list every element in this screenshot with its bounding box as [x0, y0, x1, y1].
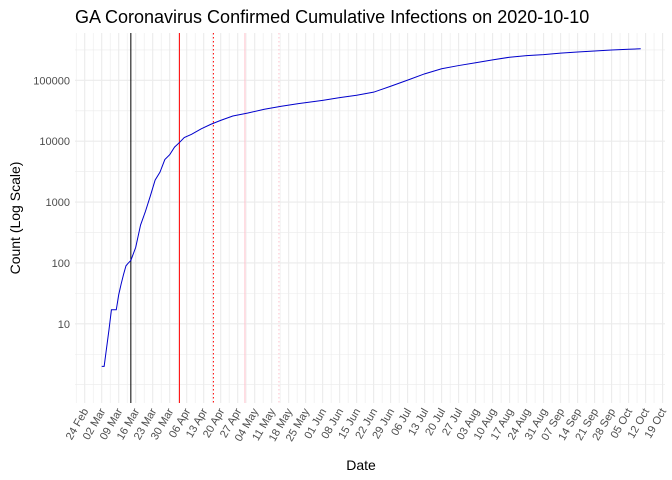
- y-tick-label: 10000: [39, 136, 70, 148]
- y-axis-title: Count (Log Scale): [7, 162, 23, 275]
- series-layer: [101, 48, 641, 367]
- x-axis-title: Date: [346, 457, 376, 473]
- y-tick-label: 100000: [33, 75, 70, 87]
- reference-lines: [130, 33, 280, 403]
- y-axis-ticks: 10 100 1000 10000 100000: [33, 75, 70, 330]
- y-tick-label: 100: [52, 258, 70, 270]
- y-tick-label: 10: [58, 319, 70, 331]
- chart-title: GA Coronavirus Confirmed Cumulative Infe…: [75, 7, 589, 27]
- y-tick-label: 1000: [46, 197, 70, 209]
- grid: [75, 33, 665, 403]
- series-line: [101, 48, 641, 367]
